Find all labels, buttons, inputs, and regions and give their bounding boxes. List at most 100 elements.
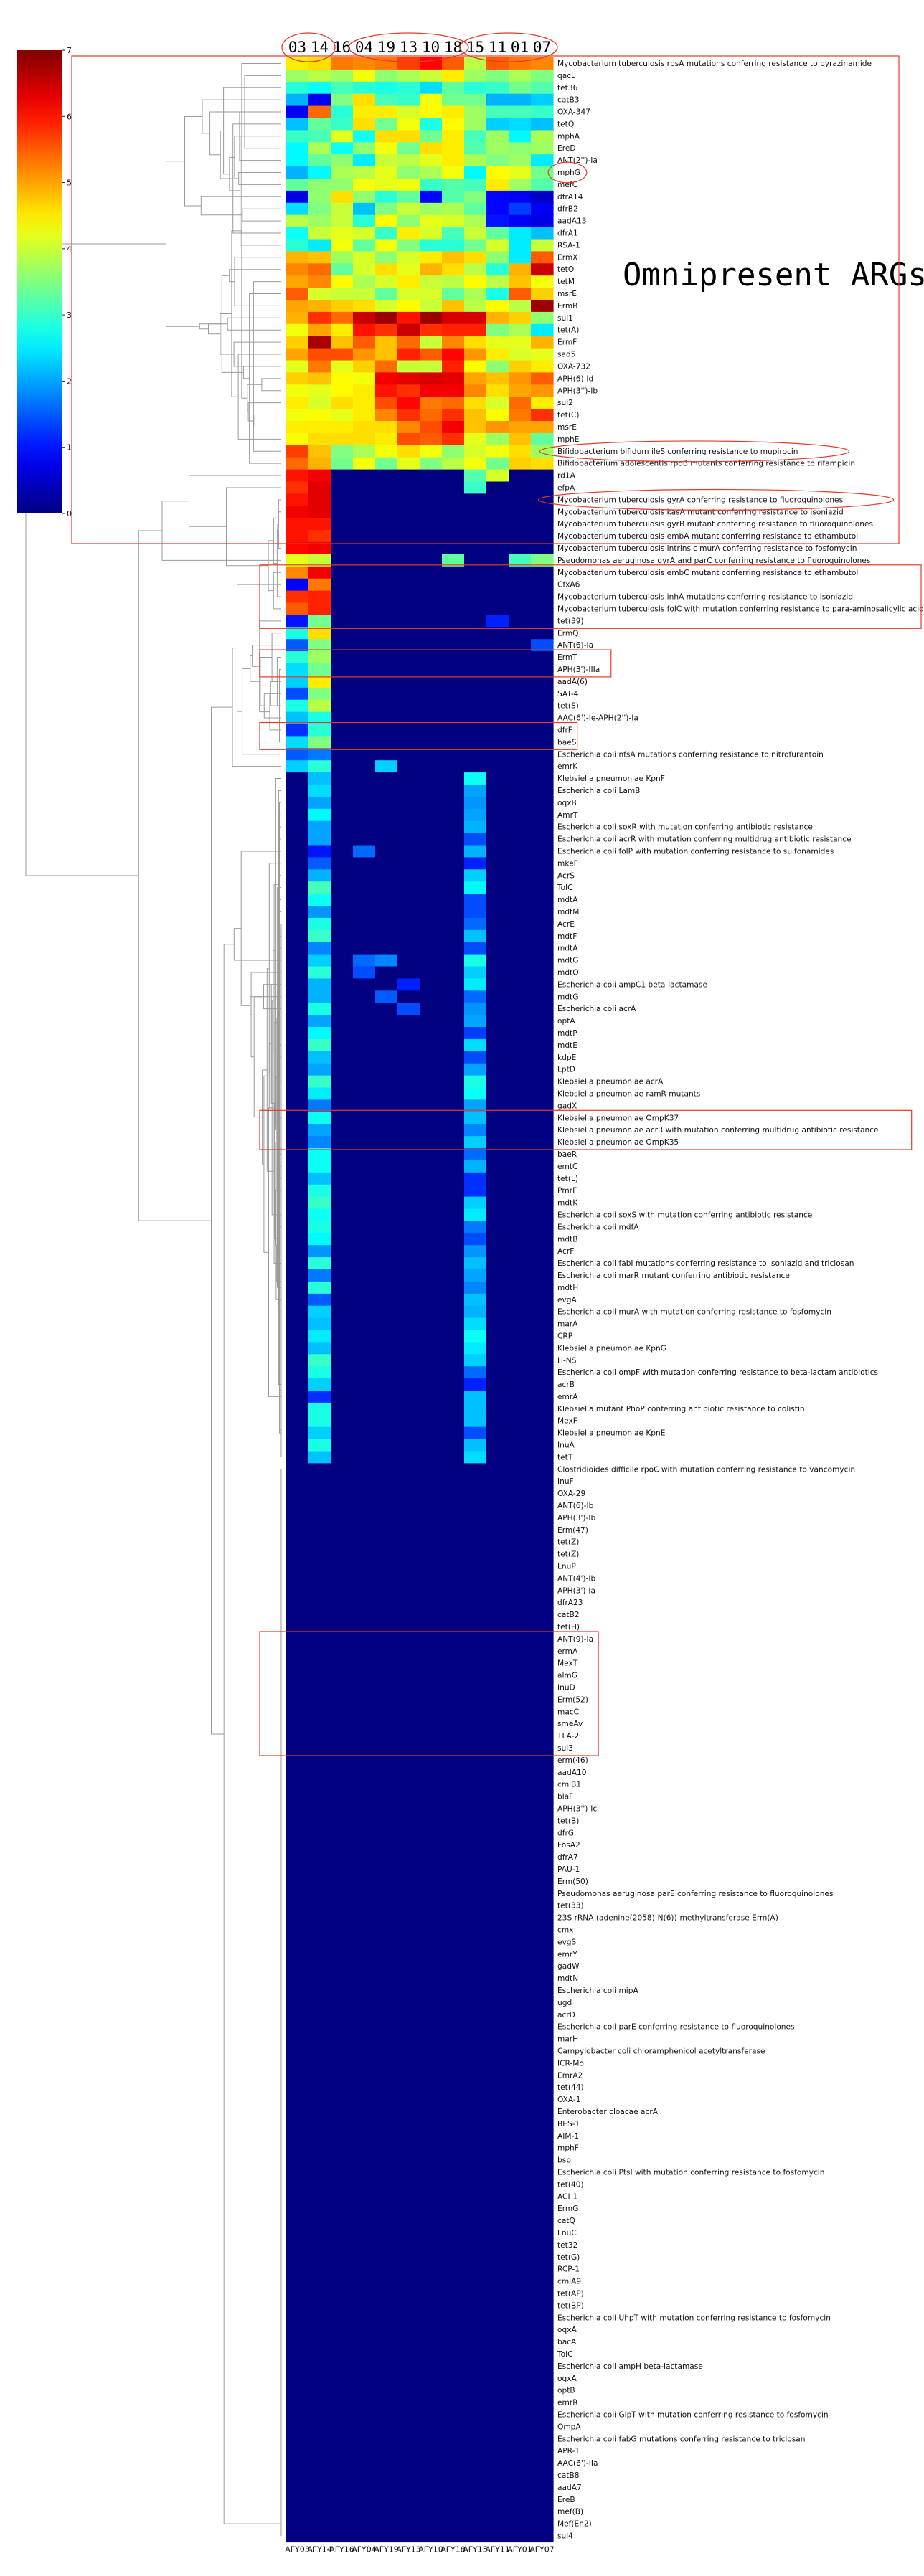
- heatmap-cell: [397, 251, 420, 264]
- heatmap-cell: [442, 1414, 465, 1428]
- heatmap-cell: [420, 833, 443, 846]
- heatmap-cell: [531, 1778, 554, 1791]
- heatmap-cell: [397, 2529, 420, 2543]
- dendrogram-branch: [223, 944, 281, 2524]
- heatmap-cell: [420, 1003, 443, 1015]
- heatmap-cell: [464, 1475, 487, 1488]
- heatmap-cell: [331, 2008, 354, 2022]
- heatmap-cell: [375, 566, 398, 579]
- heatmap-cell: [420, 457, 443, 470]
- heatmap-cell: [464, 772, 487, 785]
- heatmap-cell: [509, 2505, 532, 2519]
- heatmap-cell: [397, 990, 420, 1003]
- heatmap-cell: [486, 1463, 509, 1476]
- heatmap-cell: [375, 845, 398, 858]
- row-label: CfxA6: [557, 581, 580, 589]
- heatmap-cell: [286, 2045, 309, 2058]
- heatmap-cell: [375, 2154, 398, 2167]
- heatmap-cell: [442, 760, 465, 773]
- heatmap-cell: [397, 869, 420, 882]
- heatmap-cell: [464, 1027, 487, 1040]
- heatmap-cell: [286, 481, 309, 494]
- heatmap-cell: [353, 1475, 376, 1488]
- heatmap-cell: [353, 894, 376, 906]
- heatmap-cell: [331, 736, 354, 749]
- heatmap-cell: [308, 736, 331, 749]
- row-label: Mycobacterium tuberculosis gyrA conferri…: [557, 496, 843, 504]
- row-label: Mycobacterium tuberculosis inhA mutation…: [557, 593, 853, 602]
- heatmap-cell: [442, 651, 465, 664]
- heatmap-cell: [531, 445, 554, 458]
- heatmap-cell: [464, 2045, 487, 2058]
- heatmap-cell: [464, 663, 487, 676]
- heatmap-cell: [464, 894, 487, 906]
- heatmap-cell: [397, 1027, 420, 1040]
- heatmap-cell: [420, 1184, 443, 1198]
- heatmap-cell: [331, 966, 354, 979]
- heatmap-cell: [531, 2408, 554, 2422]
- heatmap-cell: [375, 1378, 398, 1391]
- heatmap-cell: [486, 1124, 509, 1137]
- heatmap-cell: [375, 1293, 398, 1307]
- heatmap-cell: [509, 2396, 532, 2410]
- heatmap-cell: [286, 869, 309, 882]
- heatmap-cell: [353, 2118, 376, 2131]
- heatmap-cell: [464, 2227, 487, 2240]
- heatmap-cell: [442, 506, 465, 518]
- heatmap-cell: [420, 2263, 443, 2276]
- heatmap-cell: [420, 397, 443, 409]
- row-label: Escherichia coli soxS with mutation conf…: [557, 1211, 812, 1219]
- heatmap-cell: [308, 929, 331, 943]
- heatmap-cell: [331, 348, 354, 361]
- heatmap-cell: [375, 554, 398, 567]
- heatmap-cell: [464, 348, 487, 361]
- heatmap-cell: [464, 457, 487, 470]
- heatmap-cell: [331, 1548, 354, 1561]
- row-label: MexF: [557, 1417, 578, 1426]
- heatmap-cell: [531, 917, 554, 931]
- heatmap-cell: [442, 251, 465, 264]
- heatmap-cell: [331, 432, 354, 446]
- heatmap-cell: [375, 1124, 398, 1137]
- heatmap-cell: [531, 1754, 554, 1767]
- heatmap-cell: [509, 2408, 532, 2422]
- heatmap-cell: [331, 2348, 354, 2361]
- heatmap-cell: [286, 2360, 309, 2373]
- heatmap-cell: [464, 2517, 487, 2531]
- heatmap-cell: [286, 1584, 309, 1597]
- heatmap-cell: [353, 409, 376, 422]
- row-label: APR-1: [557, 2447, 580, 2456]
- heatmap-cell: [308, 2045, 331, 2058]
- heatmap-cell: [486, 432, 509, 446]
- heatmap-cell: [486, 1317, 509, 1331]
- heatmap-cell: [375, 1523, 398, 1537]
- top-sample-label: 18: [444, 39, 462, 56]
- heatmap-cell: [308, 2311, 331, 2324]
- row-label: Klebsiella pneumoniae acrA: [557, 1078, 664, 1086]
- heatmap-cell: [420, 2045, 443, 2058]
- heatmap-cell: [286, 724, 309, 737]
- heatmap-cell: [286, 2275, 309, 2288]
- heatmap-cell: [331, 1015, 354, 1028]
- heatmap-cell: [286, 566, 309, 579]
- heatmap-cell: [286, 1451, 309, 1464]
- heatmap-cell: [420, 1112, 443, 1124]
- heatmap-cell: [353, 1681, 376, 1695]
- heatmap-cell: [397, 2263, 420, 2276]
- heatmap-cell: [464, 2202, 487, 2215]
- heatmap-cell: [375, 166, 398, 179]
- row-label: bsp: [557, 2156, 571, 2165]
- heatmap-cell: [486, 1730, 509, 1743]
- heatmap-cell: [486, 566, 509, 579]
- heatmap-cell: [353, 275, 376, 288]
- heatmap-cell: [420, 372, 443, 385]
- heatmap-cell: [286, 1839, 309, 1852]
- heatmap-cell: [486, 311, 509, 325]
- heatmap-cell: [308, 2215, 331, 2227]
- heatmap-cell: [286, 360, 309, 373]
- heatmap-cell: [353, 1208, 376, 1221]
- heatmap-cell: [308, 311, 331, 325]
- heatmap-cell: [509, 1596, 532, 1609]
- heatmap-cell: [531, 190, 554, 204]
- heatmap-cell: [286, 1075, 309, 1089]
